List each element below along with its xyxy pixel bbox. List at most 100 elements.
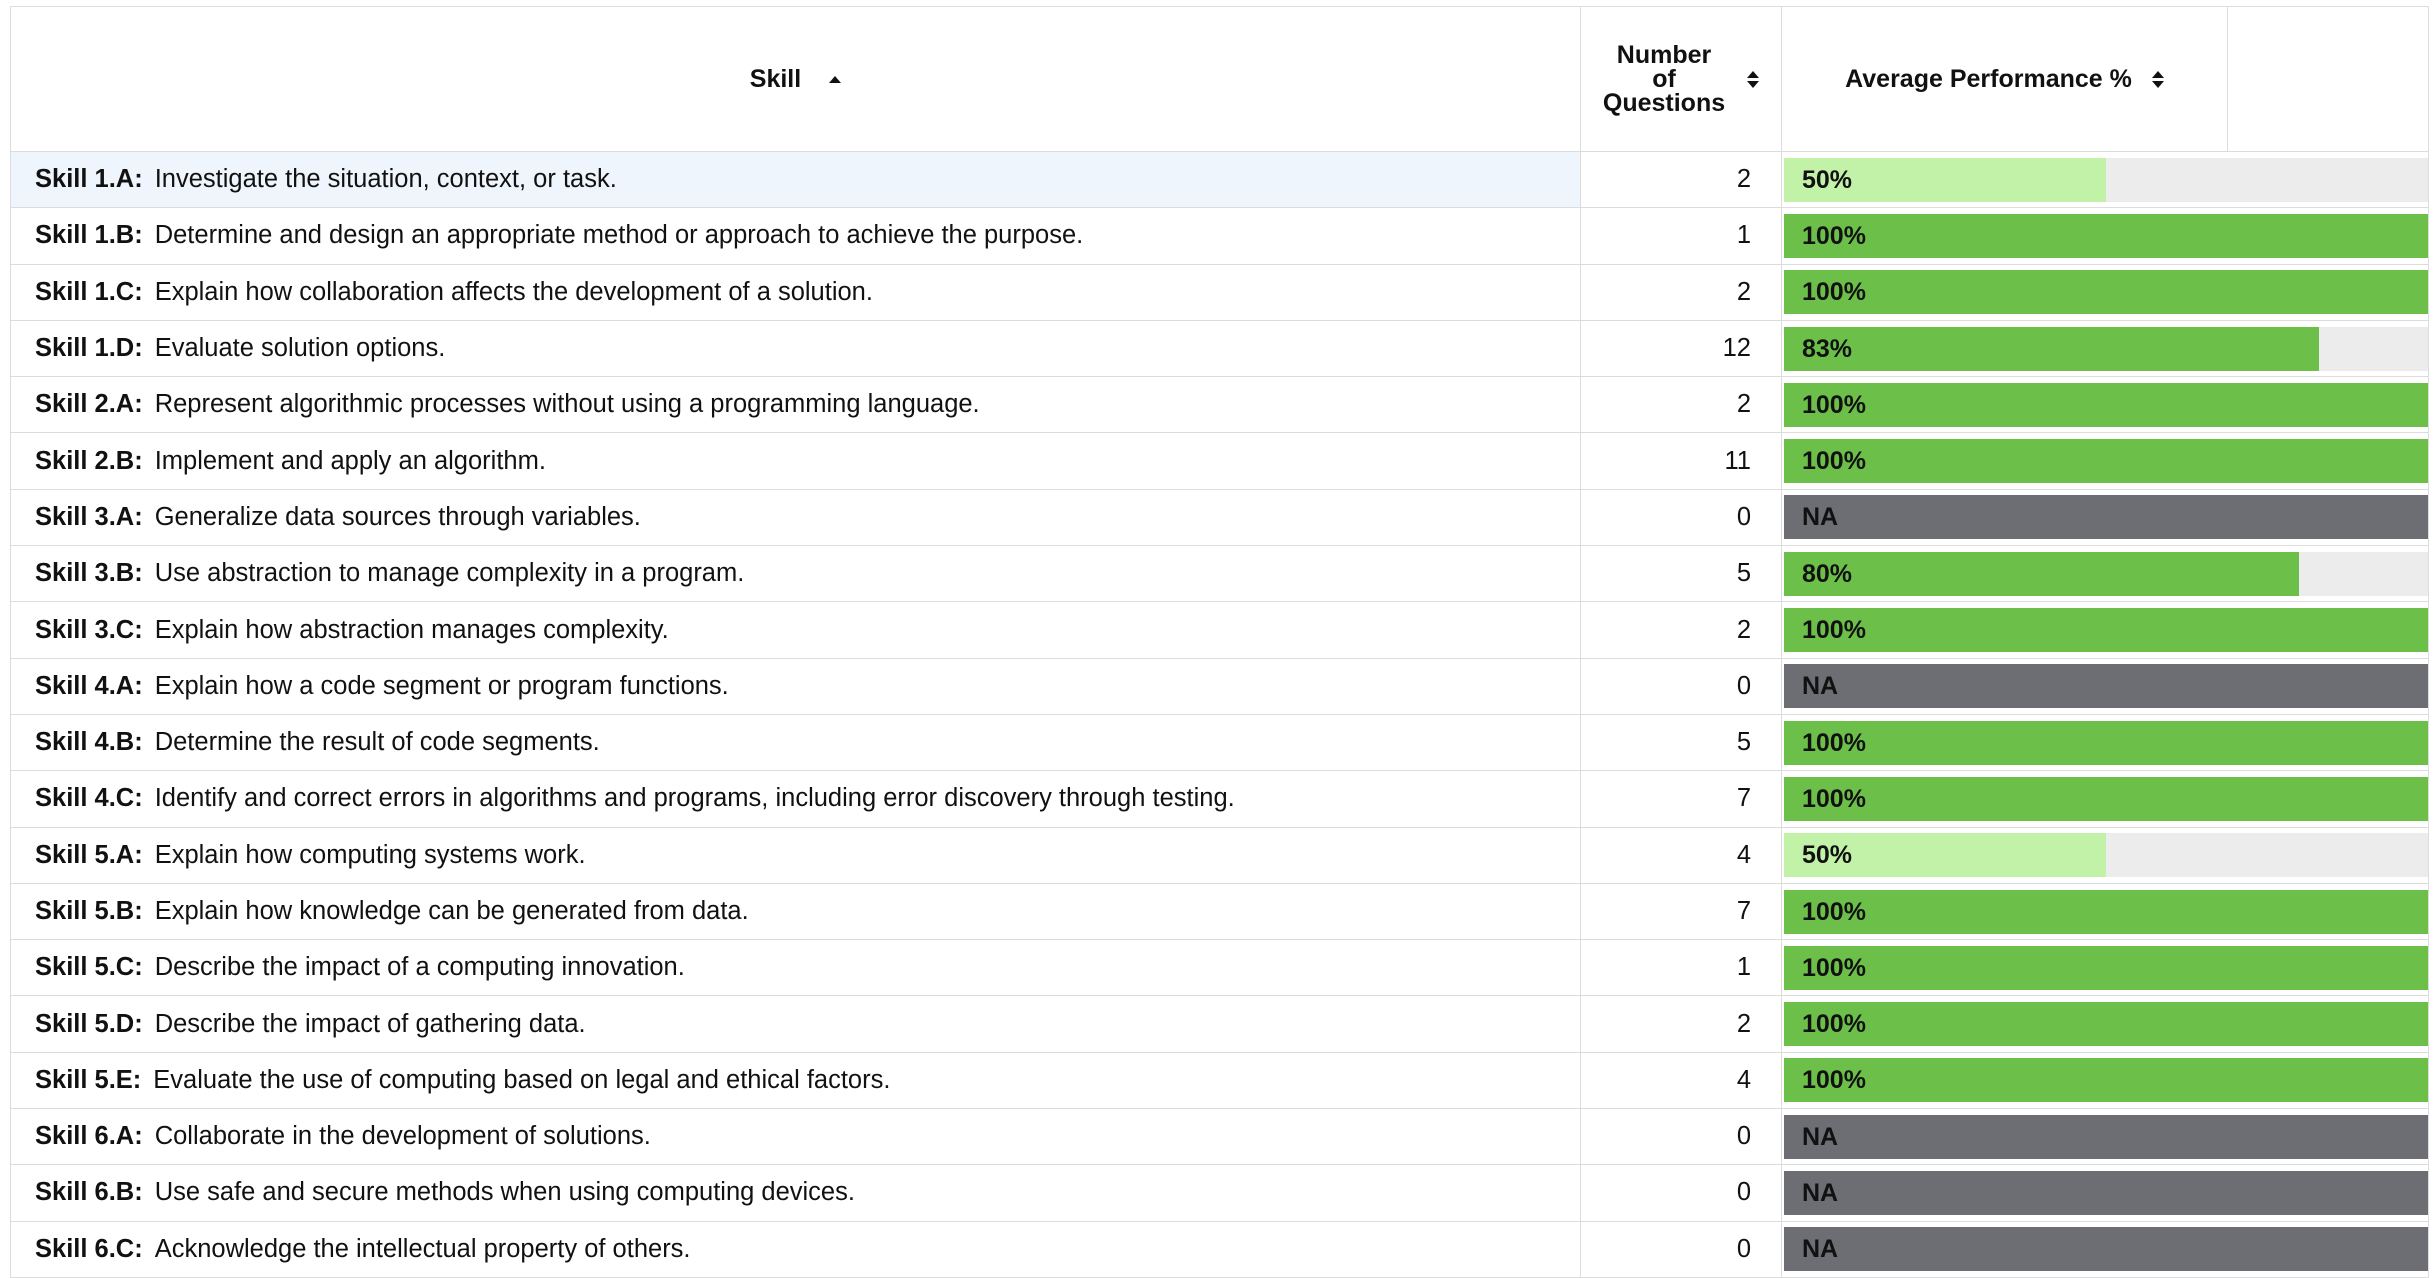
performance-bar-track: 100% — [1784, 945, 2428, 990]
number-of-questions-cell: 0 — [1580, 1108, 1782, 1166]
number-of-questions-cell: 2 — [1580, 376, 1782, 434]
skill-code: Skill 6.A: — [35, 1122, 143, 1151]
performance-bar-fill — [1784, 270, 2428, 315]
skill-description: Acknowledge the intellectual property of… — [154, 1234, 691, 1263]
performance-bar-fill — [1784, 1058, 2428, 1103]
skill-code: Skill 1.A: — [35, 165, 143, 194]
number-of-questions-cell: 4 — [1580, 1051, 1782, 1110]
skill-code: Skill 1.C: — [35, 277, 143, 306]
skill-code: Skill 5.A: — [35, 840, 143, 869]
table-row: Skill 1.C: Explain how collaboration affe… — [10, 263, 2429, 321]
performance-bar-track: 100% — [1784, 213, 2428, 258]
number-of-questions-cell: 0 — [1580, 657, 1782, 715]
skill-cell: Skill 3.B: Use abstraction to manage comp… — [10, 545, 1581, 603]
performance-value: 100% — [1802, 221, 1866, 250]
skill-cell: Skill 6.B: Use safe and secure methods wh… — [10, 1164, 1581, 1222]
sort-ascending-icon[interactable] — [829, 75, 842, 83]
performance-value: 100% — [1802, 447, 1866, 476]
number-of-questions-cell: 0 — [1580, 488, 1782, 547]
skill-cell: Skill 5.B: Explain how knowledge can be g… — [10, 882, 1581, 941]
skill-column-header[interactable]: Skill — [10, 6, 1581, 152]
average-performance-cell: NA — [1781, 657, 2429, 715]
average-performance-cell: 80% — [1781, 545, 2429, 603]
table-row: Skill 4.A: Explain how a code segment or … — [10, 657, 2429, 715]
table-row: Skill 5.C: Describe the impact of a compu… — [10, 939, 2429, 997]
table-body: Skill 1.A: Investigate the situation, con… — [10, 150, 2429, 1278]
table-row: Skill 1.D: Evaluate solution options. 12 83… — [10, 319, 2429, 378]
average-performance-cell: 100% — [1781, 882, 2429, 941]
skill-code: Skill 1.B: — [35, 221, 143, 250]
performance-bar-fill — [1784, 1114, 2428, 1159]
skill-code: Skill 3.B: — [35, 559, 143, 588]
average-performance-cell: NA — [1781, 1220, 2429, 1278]
performance-bar-track: NA — [1784, 495, 2428, 540]
sort-unsorted-icon[interactable] — [1747, 70, 1760, 88]
skill-description: Explain how computing systems work. — [154, 840, 586, 869]
skill-description: Evaluate the use of computing based on l… — [153, 1065, 891, 1094]
table-row: Skill 4.B: Determine the result of code s… — [10, 713, 2429, 772]
performance-value: 100% — [1802, 278, 1866, 307]
skill-cell: Skill 6.A: Collaborate in the development… — [10, 1108, 1581, 1166]
skill-code: Skill 6.C: — [35, 1234, 143, 1263]
average-performance-cell: 100% — [1781, 995, 2429, 1053]
performance-value: 100% — [1802, 953, 1866, 982]
skill-code: Skill 3.C: — [35, 615, 143, 644]
performance-bar-track: 100% — [1784, 720, 2428, 765]
skill-cell: Skill 5.A: Explain how computing systems … — [10, 826, 1581, 884]
skill-code: Skill 4.B: — [35, 728, 143, 757]
table-row: Skill 3.C: Explain how abstraction manage… — [10, 601, 2429, 659]
skill-code: Skill 2.B: — [35, 446, 143, 475]
average-performance-cell: NA — [1781, 1164, 2429, 1222]
table-row: Skill 5.A: Explain how computing systems … — [10, 826, 2429, 884]
table-row: Skill 5.B: Explain how knowledge can be g… — [10, 882, 2429, 941]
table-row: Skill 3.A: Generalize data sources throug… — [10, 488, 2429, 547]
performance-bar-track: 83% — [1784, 326, 2428, 371]
empty-column-header — [2227, 6, 2429, 152]
performance-bar-fill — [1784, 776, 2428, 821]
header-line-number: Number — [1616, 41, 1712, 69]
performance-bar-fill — [1784, 720, 2428, 765]
performance-bar-track: 50% — [1784, 833, 2428, 878]
performance-bar-fill — [1784, 495, 2428, 540]
header-line-questions: Questions — [1602, 89, 1726, 117]
skill-code: Skill 4.A: — [35, 671, 143, 700]
skill-cell: Skill 5.D: Describe the impact of gatheri… — [10, 995, 1581, 1053]
number-of-questions-cell: 2 — [1580, 601, 1782, 659]
skill-description: Describe the impact of a computing innov… — [154, 953, 685, 982]
performance-bar-track: 100% — [1784, 1058, 2428, 1103]
skill-cell: Skill 1.A: Investigate the situation, con… — [10, 150, 1581, 209]
performance-value: 100% — [1802, 784, 1866, 813]
performance-bar-fill — [1784, 213, 2428, 258]
header-line-of: of — [1652, 65, 1676, 93]
skill-description: Determine and design an appropriate meth… — [154, 221, 1084, 250]
sort-unsorted-icon[interactable] — [2151, 70, 2164, 88]
number-of-questions-cell: 0 — [1580, 1164, 1782, 1222]
average-performance-cell: NA — [1781, 488, 2429, 547]
performance-bar-fill — [1784, 833, 2106, 878]
average-performance-column-header[interactable]: Average Performance % — [1781, 6, 2228, 152]
table-row: Skill 3.B: Use abstraction to manage comp… — [10, 545, 2429, 603]
performance-bar-fill — [1784, 945, 2428, 990]
performance-bar-track: NA — [1784, 1114, 2428, 1159]
performance-value: 100% — [1802, 728, 1866, 757]
table-header-row: Skill Number of Questions — [10, 6, 2429, 152]
skill-description: Represent algorithmic processes without … — [154, 390, 980, 419]
skill-code: Skill 2.A: — [35, 390, 143, 419]
performance-bar-track: 100% — [1784, 776, 2428, 821]
performance-value: 83% — [1802, 334, 1853, 363]
performance-bar-track: NA — [1784, 1170, 2428, 1215]
average-performance-cell: NA — [1781, 1108, 2429, 1166]
skill-code: Skill 5.B: — [35, 897, 143, 925]
skill-description: Generalize data sources through variable… — [154, 502, 641, 531]
skill-code: Skill 3.A: — [35, 502, 143, 531]
number-of-questions-cell: 0 — [1580, 1220, 1782, 1278]
performance-value: 80% — [1802, 559, 1853, 588]
number-of-questions-column-header[interactable]: Number of Questions — [1580, 6, 1782, 152]
average-performance-header-label: Average Performance % — [1845, 64, 2132, 93]
average-performance-cell: 83% — [1781, 319, 2429, 378]
performance-bar-fill — [1784, 551, 2300, 596]
number-of-questions-cell: 4 — [1580, 826, 1782, 884]
average-performance-cell: 100% — [1781, 432, 2429, 490]
performance-value: NA — [1802, 1235, 1839, 1264]
